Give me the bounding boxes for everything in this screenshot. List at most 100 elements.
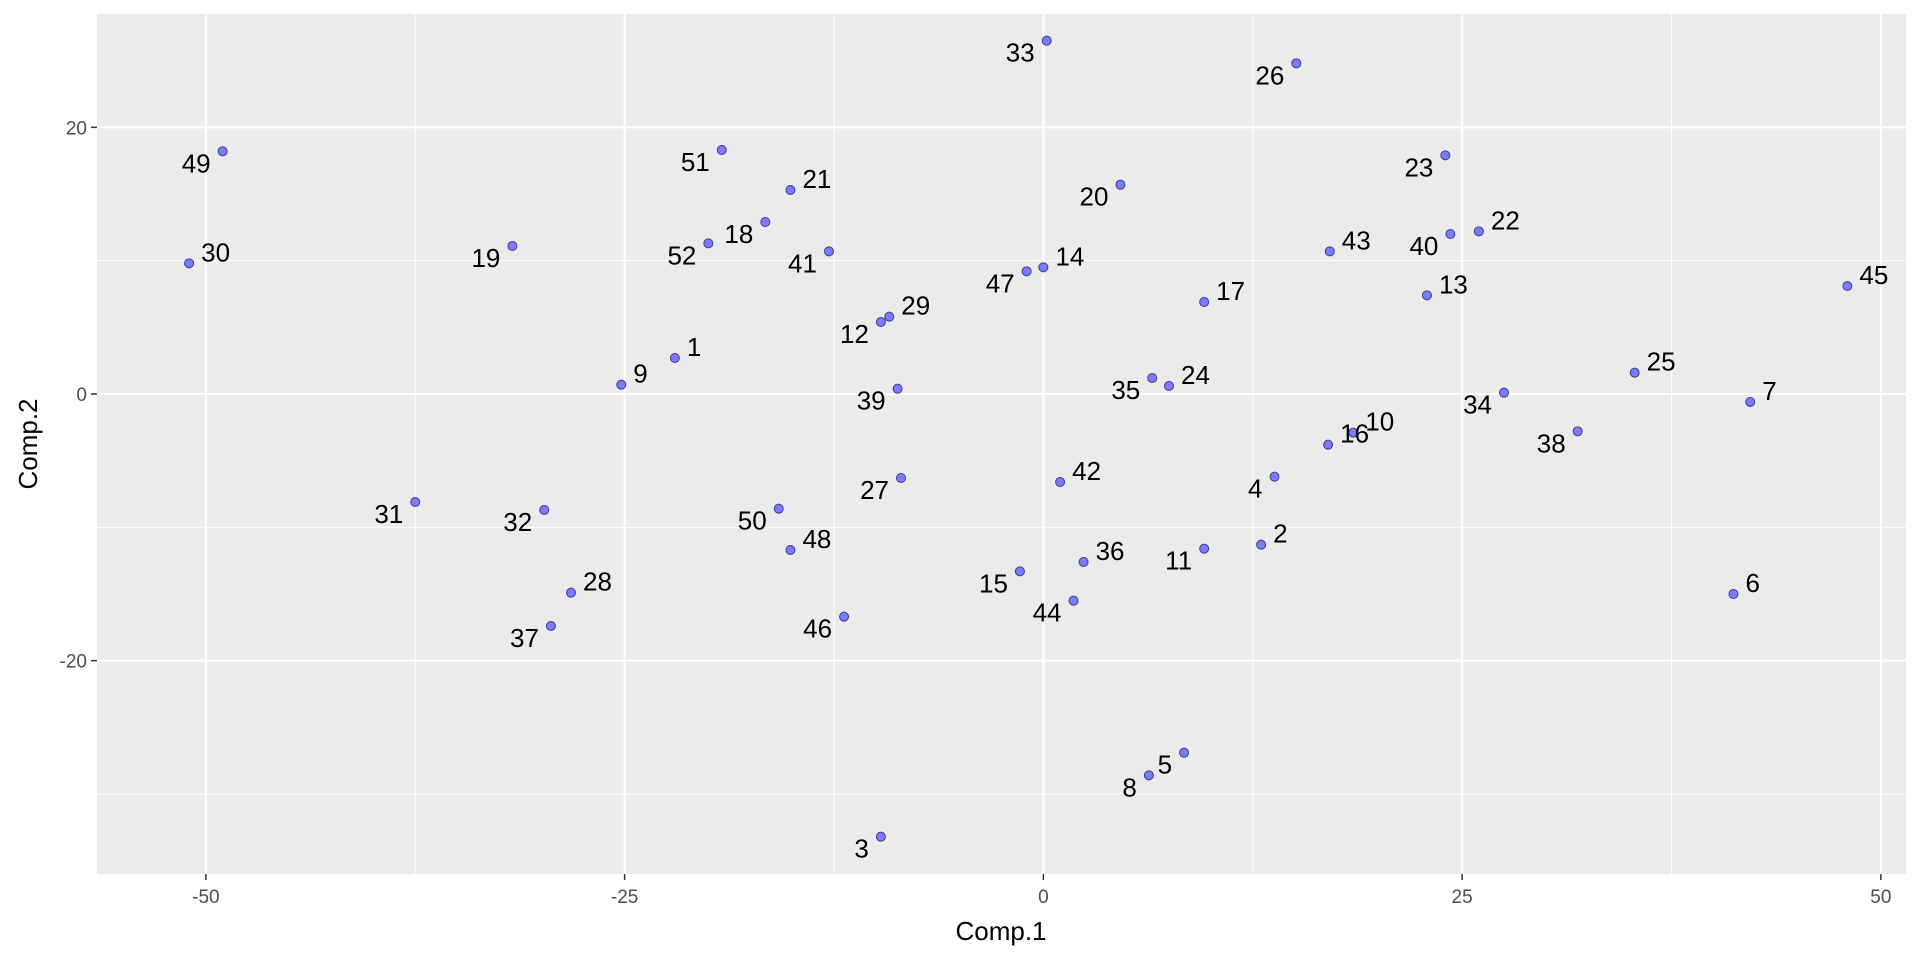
data-point-19 (507, 241, 518, 251)
point-label-49: 49 (182, 148, 211, 178)
point-label-12: 12 (840, 319, 869, 349)
data-point-16 (1323, 439, 1334, 450)
point-label-3: 3 (854, 834, 868, 864)
y-tick-label: -20 (60, 652, 87, 673)
point-label-2: 2 (1273, 519, 1287, 549)
data-point-22 (1473, 226, 1484, 237)
point-label-19: 19 (471, 243, 500, 273)
point-label-46: 46 (803, 614, 832, 644)
point-label-17: 17 (1216, 276, 1245, 306)
x-tick-label: -50 (192, 887, 219, 908)
point-label-21: 21 (802, 164, 831, 194)
x-tick-label: -25 (611, 887, 638, 908)
data-point-51 (716, 145, 727, 155)
data-point-18 (760, 217, 771, 227)
point-label-37: 37 (510, 623, 539, 653)
point-label-4: 4 (1248, 474, 1262, 504)
point-label-11: 11 (1165, 546, 1192, 576)
data-point-36 (1078, 557, 1089, 567)
data-point-49 (217, 146, 228, 157)
x-tick-label: 25 (1452, 887, 1473, 908)
data-point-41 (823, 246, 834, 257)
point-label-41: 41 (788, 248, 817, 278)
data-point-8 (1143, 770, 1154, 781)
data-point-12 (875, 317, 886, 327)
data-point-29 (884, 311, 895, 322)
data-point-2 (1256, 539, 1267, 550)
point-label-23: 23 (1404, 152, 1433, 182)
data-point-23 (1440, 150, 1451, 161)
y-tick-label: 0 (76, 385, 87, 406)
data-point-24 (1164, 381, 1174, 391)
data-point-48 (785, 545, 796, 555)
data-point-32 (539, 505, 550, 515)
data-point-38 (1572, 426, 1583, 437)
point-label-8: 8 (1122, 772, 1136, 802)
point-label-16: 16 (1340, 419, 1369, 449)
point-label-52: 52 (667, 240, 696, 270)
point-label-6: 6 (1745, 568, 1759, 598)
x-tick-label: 0 (1038, 887, 1049, 908)
data-point-42 (1055, 477, 1066, 487)
data-point-43 (1324, 246, 1335, 257)
point-label-32: 32 (503, 507, 532, 537)
y-tick-label: 20 (66, 118, 87, 139)
point-label-13: 13 (1439, 269, 1468, 299)
data-point-21 (785, 185, 796, 195)
data-point-31 (410, 497, 421, 507)
data-point-10 (1348, 427, 1359, 438)
plot-panel (97, 14, 1906, 874)
point-label-34: 34 (1463, 390, 1492, 420)
point-label-39: 39 (857, 386, 886, 416)
point-label-5: 5 (1158, 750, 1172, 780)
point-label-14: 14 (1055, 241, 1084, 271)
data-point-6 (1728, 589, 1739, 599)
data-point-26 (1291, 58, 1302, 69)
data-point-28 (566, 587, 577, 598)
point-label-7: 7 (1762, 376, 1776, 406)
data-point-46 (839, 611, 850, 622)
point-label-24: 24 (1181, 360, 1210, 390)
point-label-50: 50 (738, 506, 767, 536)
data-point-47 (1021, 266, 1032, 277)
point-label-30: 30 (201, 237, 230, 267)
y-axis-ticks: -20 0 20 (60, 118, 97, 673)
data-point-11 (1199, 543, 1210, 554)
point-label-18: 18 (724, 219, 753, 249)
point-label-20: 20 (1080, 182, 1109, 212)
data-point-4 (1269, 471, 1280, 482)
data-point-3 (875, 831, 886, 842)
data-point-14 (1038, 262, 1049, 273)
data-point-34 (1499, 387, 1509, 398)
y-axis-title: Comp.2 (13, 398, 43, 489)
data-point-17 (1199, 297, 1210, 307)
data-point-33 (1041, 35, 1052, 46)
point-label-29: 29 (901, 291, 930, 321)
data-point-44 (1068, 595, 1079, 606)
point-label-36: 36 (1096, 536, 1125, 566)
point-label-9: 9 (633, 359, 647, 389)
data-point-27 (896, 473, 906, 483)
point-label-15: 15 (979, 568, 1008, 598)
point-label-47: 47 (986, 268, 1015, 298)
point-label-38: 38 (1537, 428, 1566, 458)
data-point-25 (1629, 367, 1640, 378)
point-label-25: 25 (1647, 347, 1676, 377)
data-point-39 (892, 383, 903, 394)
x-axis-ticks: -50 -25 0 25 50 (192, 874, 1891, 908)
point-label-10: 10 (1365, 407, 1394, 437)
data-point-52 (703, 238, 714, 249)
data-point-37 (545, 621, 556, 631)
point-label-1: 1 (687, 332, 701, 362)
point-label-31: 31 (374, 499, 403, 529)
point-label-51: 51 (681, 147, 710, 177)
point-label-43: 43 (1342, 225, 1371, 255)
point-label-45: 45 (1859, 260, 1888, 290)
x-tick-label: 50 (1870, 887, 1891, 908)
data-point-5 (1179, 747, 1190, 758)
data-point-1 (669, 353, 680, 363)
point-label-42: 42 (1072, 456, 1101, 486)
point-label-22: 22 (1491, 205, 1520, 235)
point-label-33: 33 (1006, 38, 1035, 68)
